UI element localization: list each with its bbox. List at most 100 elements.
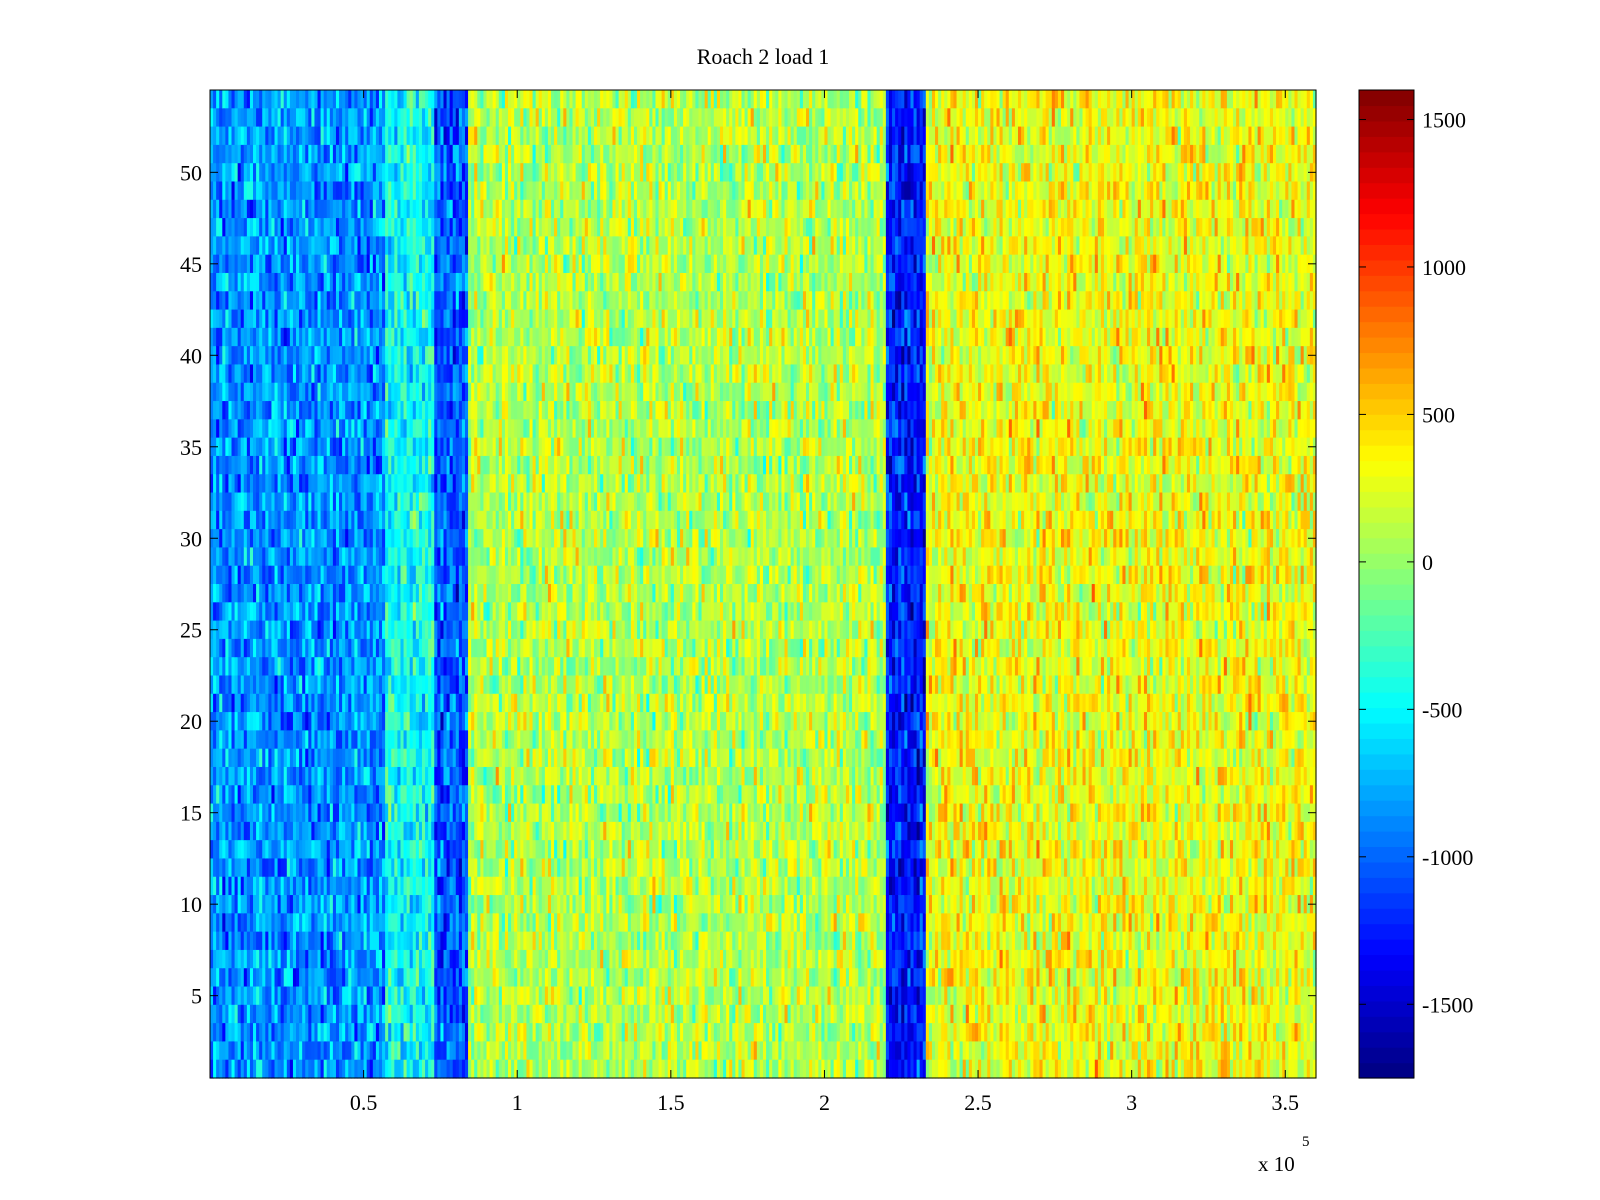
heatmap-cell (299, 730, 303, 750)
heatmap-cell (345, 144, 349, 164)
heatmap-cell (320, 931, 325, 951)
heatmap-cell (305, 803, 309, 823)
heatmap-cell (265, 547, 269, 567)
heatmap-cell (342, 181, 346, 201)
heatmap-cell (345, 309, 349, 329)
heatmap-cell (256, 858, 260, 878)
heatmap-cell (253, 602, 257, 622)
heatmap-cell (274, 419, 279, 439)
heatmap-cell (317, 510, 322, 530)
heatmap-cell (314, 364, 319, 384)
heatmap-cell (283, 181, 288, 201)
heatmap-cell (249, 254, 254, 274)
heatmap-cell (213, 1041, 217, 1061)
heatmap-cell (210, 1023, 214, 1043)
heatmap-cell (296, 693, 300, 713)
heatmap-cell (342, 327, 346, 347)
heatmap-cell (231, 163, 236, 183)
heatmap-cell (277, 419, 282, 439)
heatmap-cell (271, 346, 276, 366)
heatmap-cell (332, 218, 337, 237)
heatmap-cell (292, 785, 297, 805)
heatmap-cell (234, 949, 239, 969)
heatmap-cell (280, 895, 285, 914)
heatmap-cell (222, 199, 226, 219)
heatmap-cell (308, 1023, 312, 1043)
heatmap-cell (213, 766, 217, 786)
heatmap-cell (274, 620, 279, 640)
heatmap-cell (326, 803, 331, 823)
heatmap-cell (277, 949, 282, 969)
heatmap-cell (262, 602, 266, 622)
heatmap-cell (299, 437, 303, 457)
heatmap-cell (225, 712, 230, 731)
heatmap-cell (219, 913, 223, 933)
heatmap-cell (326, 748, 331, 768)
heatmap-cell (299, 529, 303, 549)
heatmap-cell (268, 895, 273, 914)
heatmap-cell (228, 693, 233, 713)
heatmap-cell (280, 620, 285, 640)
heatmap-cell (268, 858, 273, 878)
heatmap-cell (342, 236, 346, 256)
heatmap-cell (234, 181, 239, 201)
heatmap-cell (314, 346, 319, 366)
heatmap-cell (289, 181, 294, 201)
heatmap-cell (225, 565, 230, 585)
heatmap-cell (323, 346, 328, 366)
heatmap-cell (335, 144, 340, 164)
heatmap-cell (289, 510, 294, 530)
heatmap-cell (210, 766, 214, 786)
heatmap-cell (280, 309, 285, 329)
heatmap-cell (253, 144, 257, 164)
heatmap-cell (225, 968, 230, 988)
heatmap-cell (329, 510, 334, 530)
heatmap-cell (342, 766, 346, 786)
heatmap-cell (268, 1023, 273, 1043)
heatmap-cell (216, 657, 220, 677)
heatmap-cell (271, 547, 276, 567)
heatmap-cell (317, 126, 322, 146)
heatmap-cell (302, 931, 306, 951)
heatmap-cell (225, 858, 230, 878)
heatmap-cell (265, 236, 269, 256)
heatmap-cell (314, 821, 319, 841)
heatmap-cell (311, 510, 316, 530)
heatmap-cell (268, 748, 273, 768)
heatmap-cell (222, 309, 226, 329)
heatmap-cell (302, 199, 306, 219)
heatmap-cell (237, 785, 242, 805)
heatmap-cell (308, 90, 312, 109)
heatmap-cell (283, 291, 288, 311)
heatmap-cell (265, 529, 269, 549)
heatmap-cell (253, 364, 257, 384)
heatmap-cell (249, 602, 254, 622)
heatmap-cell (265, 218, 269, 237)
heatmap-cell (259, 949, 263, 969)
heatmap-cell (329, 401, 334, 420)
heatmap-cell (256, 913, 260, 933)
heatmap-cell (289, 675, 294, 695)
heatmap-cell (305, 638, 309, 658)
heatmap-cell (265, 327, 269, 347)
heatmap-cell (222, 90, 226, 109)
heatmap-cell (219, 455, 223, 475)
heatmap-cell (268, 1004, 273, 1024)
heatmap-cell (339, 785, 343, 805)
heatmap-cell (323, 913, 328, 933)
heatmap-cell (314, 144, 319, 164)
heatmap-cell (249, 401, 254, 420)
heatmap-cell (249, 620, 254, 640)
heatmap-cell (262, 144, 266, 164)
heatmap-cell (234, 913, 239, 933)
heatmap-cell (243, 126, 248, 146)
heatmap-cell (335, 382, 340, 402)
heatmap-cell (237, 364, 242, 384)
heatmap-cell (253, 858, 257, 878)
heatmap-cell (308, 675, 312, 695)
heatmap-cell (271, 181, 276, 201)
heatmap-cell (317, 309, 322, 329)
heatmap-cell (234, 986, 239, 1006)
heatmap-cell (219, 565, 223, 585)
heatmap-cell (268, 1059, 273, 1079)
